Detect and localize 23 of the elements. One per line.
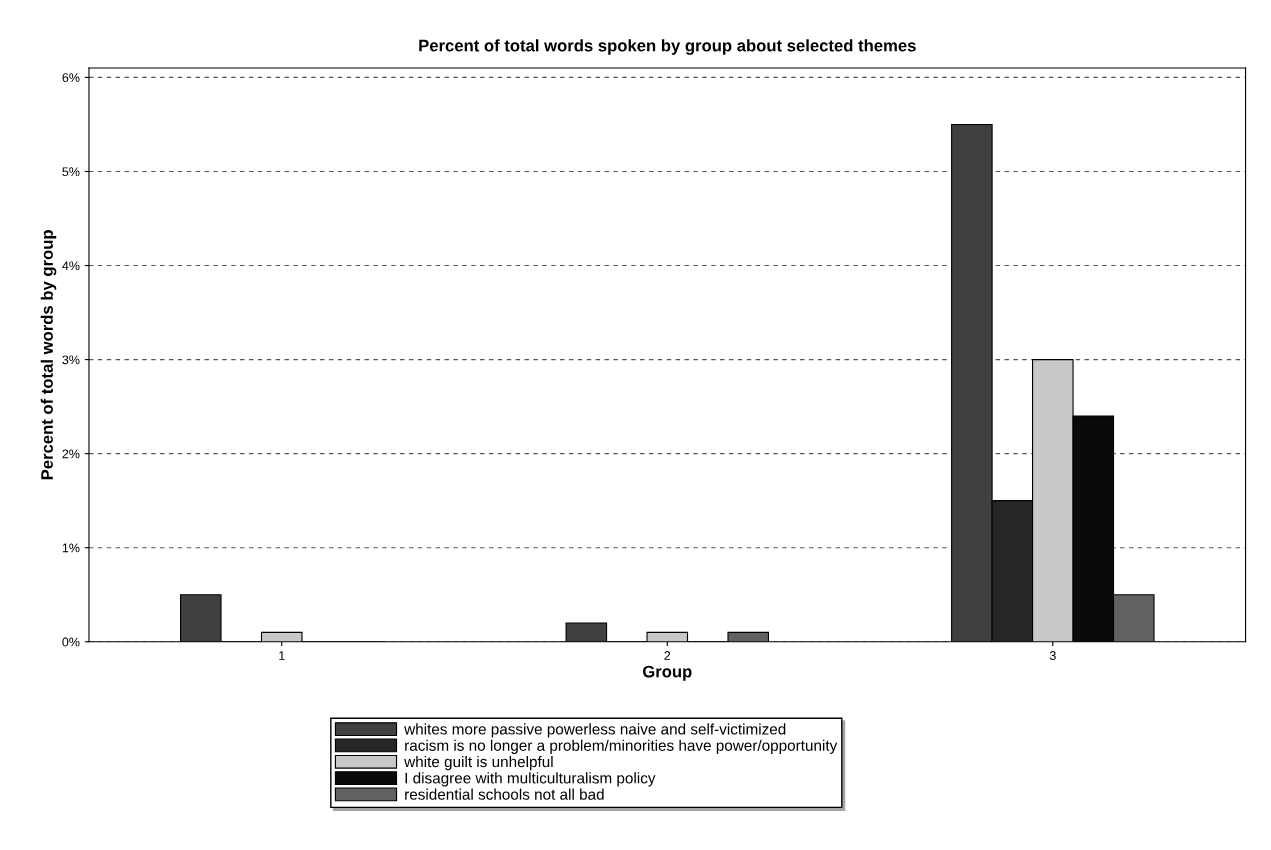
y-tick-label: 2%	[62, 449, 80, 459]
bar	[260, 631, 303, 642]
legend-label: residential schools not all bad	[405, 788, 604, 800]
y-tick-label: 0%	[62, 637, 80, 647]
bar	[565, 622, 608, 642]
y-axis-title: Percent of total words by group	[40, 230, 57, 480]
y-tick-label: 3%	[62, 355, 80, 365]
y-tick-label: 1%	[62, 543, 80, 553]
chart-title: Percent of total words spoken by group about selected themes	[419, 39, 916, 55]
x-tick-label: 2	[664, 651, 671, 660]
y-tick-label: 6%	[62, 73, 80, 83]
legend-label: I disagree with multiculturalism policy	[405, 772, 656, 787]
y-tick-label: 4%	[62, 261, 80, 271]
legend-label: whites more passive powerless naive and self-victimized	[404, 723, 786, 738]
x-tick-label: 1	[279, 651, 285, 660]
bar	[179, 594, 222, 642]
x-tick-label: 3	[1049, 651, 1056, 660]
bar	[646, 631, 689, 642]
x-axis-title: Group	[642, 665, 692, 681]
legend-label: white guilt is unhelpful	[404, 755, 553, 771]
bar	[727, 631, 770, 642]
legend-label: racism is no longer a problem/minorities have power/opportunity	[405, 739, 838, 754]
y-tick-label: 5%	[62, 167, 80, 177]
